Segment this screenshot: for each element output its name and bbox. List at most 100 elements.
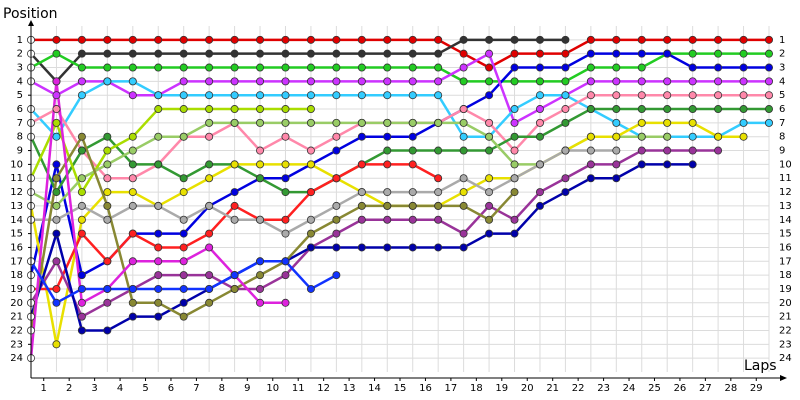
lap-marker <box>765 105 774 114</box>
y-tick-label-right: 24 <box>779 353 792 364</box>
lap-marker <box>561 188 570 197</box>
y-tick-label-right: 11 <box>779 173 792 184</box>
lap-marker <box>383 188 392 197</box>
lap-marker <box>179 63 188 72</box>
lap-marker <box>612 160 621 169</box>
lap-marker <box>52 132 61 141</box>
y-tick-label-right: 17 <box>779 256 792 267</box>
lap-marker <box>663 49 672 58</box>
lap-marker <box>256 160 265 169</box>
y-tick-label: 7 <box>17 118 23 129</box>
lap-marker <box>230 35 239 44</box>
lap-marker <box>205 160 214 169</box>
lap-marker <box>154 243 163 252</box>
lap-marker <box>128 49 137 58</box>
lap-marker <box>383 49 392 58</box>
lap-marker <box>256 271 265 280</box>
lap-marker <box>688 77 697 86</box>
lap-marker <box>306 91 315 100</box>
lap-marker <box>357 77 366 86</box>
lap-marker <box>637 49 646 58</box>
lap-marker <box>714 35 723 44</box>
lap-marker <box>510 146 519 155</box>
lap-marker <box>612 49 621 58</box>
lap-marker <box>434 146 443 155</box>
lap-marker <box>459 174 468 183</box>
lap-marker <box>459 35 468 44</box>
lap-marker <box>77 312 86 321</box>
lap-marker <box>128 35 137 44</box>
lap-marker <box>281 91 290 100</box>
lap-marker <box>739 118 748 127</box>
lap-marker <box>128 146 137 155</box>
lap-marker <box>205 49 214 58</box>
lap-marker <box>179 49 188 58</box>
lap-marker <box>306 229 315 238</box>
lap-marker <box>765 63 774 72</box>
lap-marker <box>688 63 697 72</box>
lap-marker <box>281 49 290 58</box>
lap-marker <box>637 63 646 72</box>
lap-marker <box>383 91 392 100</box>
lap-marker <box>103 160 112 169</box>
lap-marker <box>612 174 621 183</box>
lap-marker <box>586 105 595 114</box>
lap-marker <box>77 77 86 86</box>
lap-marker <box>408 215 417 224</box>
lap-marker <box>408 243 417 252</box>
y-tick-label-right: 23 <box>779 339 792 350</box>
lap-marker <box>612 105 621 114</box>
lap-marker <box>612 77 621 86</box>
lap-marker <box>103 35 112 44</box>
lap-marker <box>128 132 137 141</box>
lap-marker <box>230 188 239 197</box>
lap-marker <box>357 91 366 100</box>
lap-marker <box>154 312 163 321</box>
lap-marker <box>77 132 86 141</box>
y-tick-label: 11 <box>10 173 23 184</box>
lap-marker <box>357 132 366 141</box>
lap-marker <box>688 160 697 169</box>
lap-marker <box>256 298 265 307</box>
lap-marker <box>434 35 443 44</box>
lap-marker <box>332 201 341 210</box>
lap-marker <box>714 49 723 58</box>
x-tick-label: 6 <box>168 383 174 394</box>
lap-marker <box>612 118 621 127</box>
lap-marker <box>383 160 392 169</box>
lap-marker <box>103 298 112 307</box>
lap-marker <box>561 63 570 72</box>
lap-marker <box>256 91 265 100</box>
lap-marker <box>179 284 188 293</box>
x-arrow <box>780 375 787 381</box>
lap-marker <box>306 77 315 86</box>
lap-marker <box>383 215 392 224</box>
series-line <box>30 52 769 125</box>
lap-marker <box>434 188 443 197</box>
y-tick-label: 15 <box>10 229 23 240</box>
lap-marker <box>256 105 265 114</box>
lap-marker <box>714 91 723 100</box>
lap-marker <box>52 118 61 127</box>
lap-marker <box>256 174 265 183</box>
lap-marker <box>128 160 137 169</box>
lap-marker <box>332 215 341 224</box>
lap-marker <box>52 105 61 114</box>
y-tick-label-right: 7 <box>779 118 785 129</box>
lap-marker <box>739 63 748 72</box>
y-tick-label: 17 <box>10 256 23 267</box>
y-tick-label-right: 15 <box>779 229 792 240</box>
lap-marker <box>77 188 86 197</box>
lap-marker <box>77 35 86 44</box>
series-line <box>29 135 516 331</box>
y-tick-label-right: 16 <box>779 242 792 253</box>
lap-marker <box>154 49 163 58</box>
lap-marker <box>179 229 188 238</box>
lap-marker <box>52 91 61 100</box>
lap-marker <box>459 229 468 238</box>
lap-marker <box>637 146 646 155</box>
lap-marker <box>586 49 595 58</box>
lap-marker <box>688 91 697 100</box>
lap-marker <box>128 63 137 72</box>
lap-marker <box>179 132 188 141</box>
